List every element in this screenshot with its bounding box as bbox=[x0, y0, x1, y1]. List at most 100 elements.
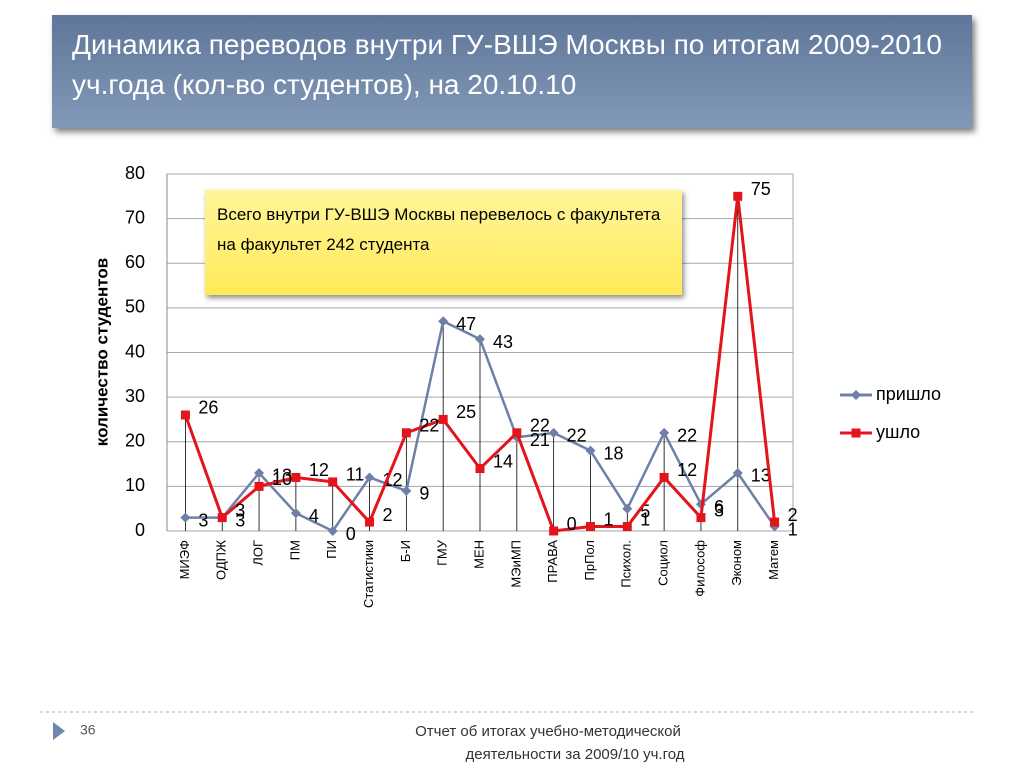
data-label: 22 bbox=[419, 416, 439, 436]
data-label: 12 bbox=[677, 460, 697, 480]
data-label: 26 bbox=[198, 398, 218, 418]
point-marker bbox=[733, 191, 743, 201]
point-marker bbox=[622, 522, 632, 532]
data-label: 1 bbox=[640, 509, 650, 529]
legend-label: пришло bbox=[876, 384, 941, 404]
data-label: 3 bbox=[198, 510, 208, 530]
data-label: 0 bbox=[567, 514, 577, 534]
annotation: Всего внутри ГУ-ВШЭ Москвы перевелось с … bbox=[205, 190, 682, 295]
y-tick-label: 80 bbox=[125, 163, 145, 183]
y-tick-label: 40 bbox=[125, 341, 145, 361]
data-label: 21 bbox=[530, 430, 550, 450]
data-label: 2 bbox=[788, 505, 798, 525]
point-marker bbox=[585, 445, 596, 456]
data-label: 22 bbox=[530, 416, 550, 436]
data-label: 9 bbox=[419, 484, 429, 504]
page-number: 36 bbox=[80, 722, 96, 738]
x-tick-label: ПРАВА bbox=[545, 540, 560, 583]
data-label: 6 bbox=[714, 497, 724, 517]
data-label: 10 bbox=[272, 469, 292, 489]
point-marker bbox=[475, 334, 485, 345]
x-tick-label: ПрПол bbox=[582, 540, 597, 580]
x-tick-label: Психол. bbox=[619, 540, 634, 588]
footer-text: Отчет об итогах учебно-методической bbox=[415, 723, 681, 740]
point-marker bbox=[512, 428, 522, 438]
data-label: 12 bbox=[309, 460, 329, 480]
data-label: 13 bbox=[751, 466, 771, 486]
y-tick-label: 70 bbox=[125, 207, 145, 227]
x-tick-label: ГМУ bbox=[435, 539, 450, 566]
legend-label: ушло bbox=[876, 422, 920, 442]
data-label: 22 bbox=[567, 426, 587, 446]
x-tick-label: ПИ bbox=[324, 540, 339, 559]
data-label: 43 bbox=[493, 332, 513, 352]
point-marker bbox=[549, 526, 559, 536]
point-marker bbox=[770, 517, 780, 527]
point-marker bbox=[365, 517, 375, 527]
data-label: 11 bbox=[346, 465, 365, 485]
point-marker bbox=[327, 526, 338, 536]
x-tick-label: ЛОГ bbox=[250, 540, 265, 566]
data-label: 14 bbox=[493, 451, 513, 471]
data-label: 1 bbox=[603, 509, 613, 529]
footer-arrow bbox=[53, 722, 65, 740]
x-tick-label: МЕН bbox=[471, 540, 486, 569]
point-marker bbox=[217, 513, 227, 523]
y-tick-label: 20 bbox=[125, 431, 145, 451]
data-label: 18 bbox=[603, 443, 623, 463]
point-marker bbox=[732, 467, 743, 478]
point-marker bbox=[851, 390, 861, 400]
data-label: 75 bbox=[751, 179, 771, 199]
data-label: 3 bbox=[235, 500, 245, 520]
y-tick-label: 60 bbox=[125, 252, 145, 272]
point-marker bbox=[254, 481, 264, 491]
point-marker bbox=[401, 428, 411, 438]
point-marker bbox=[364, 472, 375, 483]
point-marker bbox=[290, 508, 301, 519]
y-tick-label: 0 bbox=[135, 520, 145, 540]
point-marker bbox=[696, 513, 706, 523]
footer-text: деятельности за 2009/10 уч.год bbox=[465, 746, 684, 763]
data-label: 1 bbox=[788, 519, 798, 539]
point-marker bbox=[585, 522, 595, 532]
point-marker bbox=[254, 467, 265, 478]
x-tick-label: ПМ bbox=[287, 540, 302, 560]
x-tick-label: Эконом bbox=[729, 540, 744, 586]
data-label: 47 bbox=[456, 314, 476, 334]
point-marker bbox=[659, 427, 670, 438]
point-marker bbox=[328, 477, 338, 487]
data-label: 0 bbox=[346, 524, 356, 544]
y-tick-label: 10 bbox=[125, 475, 145, 495]
data-label: 3 bbox=[714, 500, 724, 520]
data-label: 25 bbox=[456, 402, 476, 422]
y-tick-label: 50 bbox=[125, 297, 145, 317]
y-axis-title: количество студентов bbox=[92, 258, 111, 446]
slide-title: Динамика переводов внутри ГУ-ВШЭ Москвы … bbox=[52, 15, 972, 128]
x-tick-label: МЭиМП bbox=[508, 540, 523, 588]
point-marker bbox=[548, 427, 559, 438]
x-tick-label: Социол bbox=[656, 540, 671, 586]
point-marker bbox=[659, 472, 669, 482]
point-marker bbox=[180, 512, 191, 523]
point-marker bbox=[291, 472, 301, 482]
point-marker bbox=[851, 428, 861, 438]
point-marker bbox=[438, 316, 449, 327]
x-tick-label: Статистики bbox=[361, 540, 376, 608]
point-marker bbox=[401, 485, 412, 496]
data-label: 3 bbox=[235, 510, 245, 530]
point-marker bbox=[180, 410, 190, 420]
point-marker bbox=[622, 503, 633, 514]
data-label: 2 bbox=[383, 505, 393, 525]
x-tick-label: Б-И bbox=[398, 540, 413, 562]
x-tick-label: Философ bbox=[692, 540, 707, 597]
data-label: 5 bbox=[640, 501, 650, 521]
data-label: 22 bbox=[677, 426, 697, 446]
data-label: 4 bbox=[309, 506, 319, 526]
x-tick-label: ОДПЖ bbox=[214, 540, 229, 580]
y-tick-label: 30 bbox=[125, 386, 145, 406]
x-tick-label: Матем bbox=[766, 540, 781, 580]
point-marker bbox=[475, 464, 485, 474]
x-tick-label: МИЭФ bbox=[177, 540, 192, 580]
